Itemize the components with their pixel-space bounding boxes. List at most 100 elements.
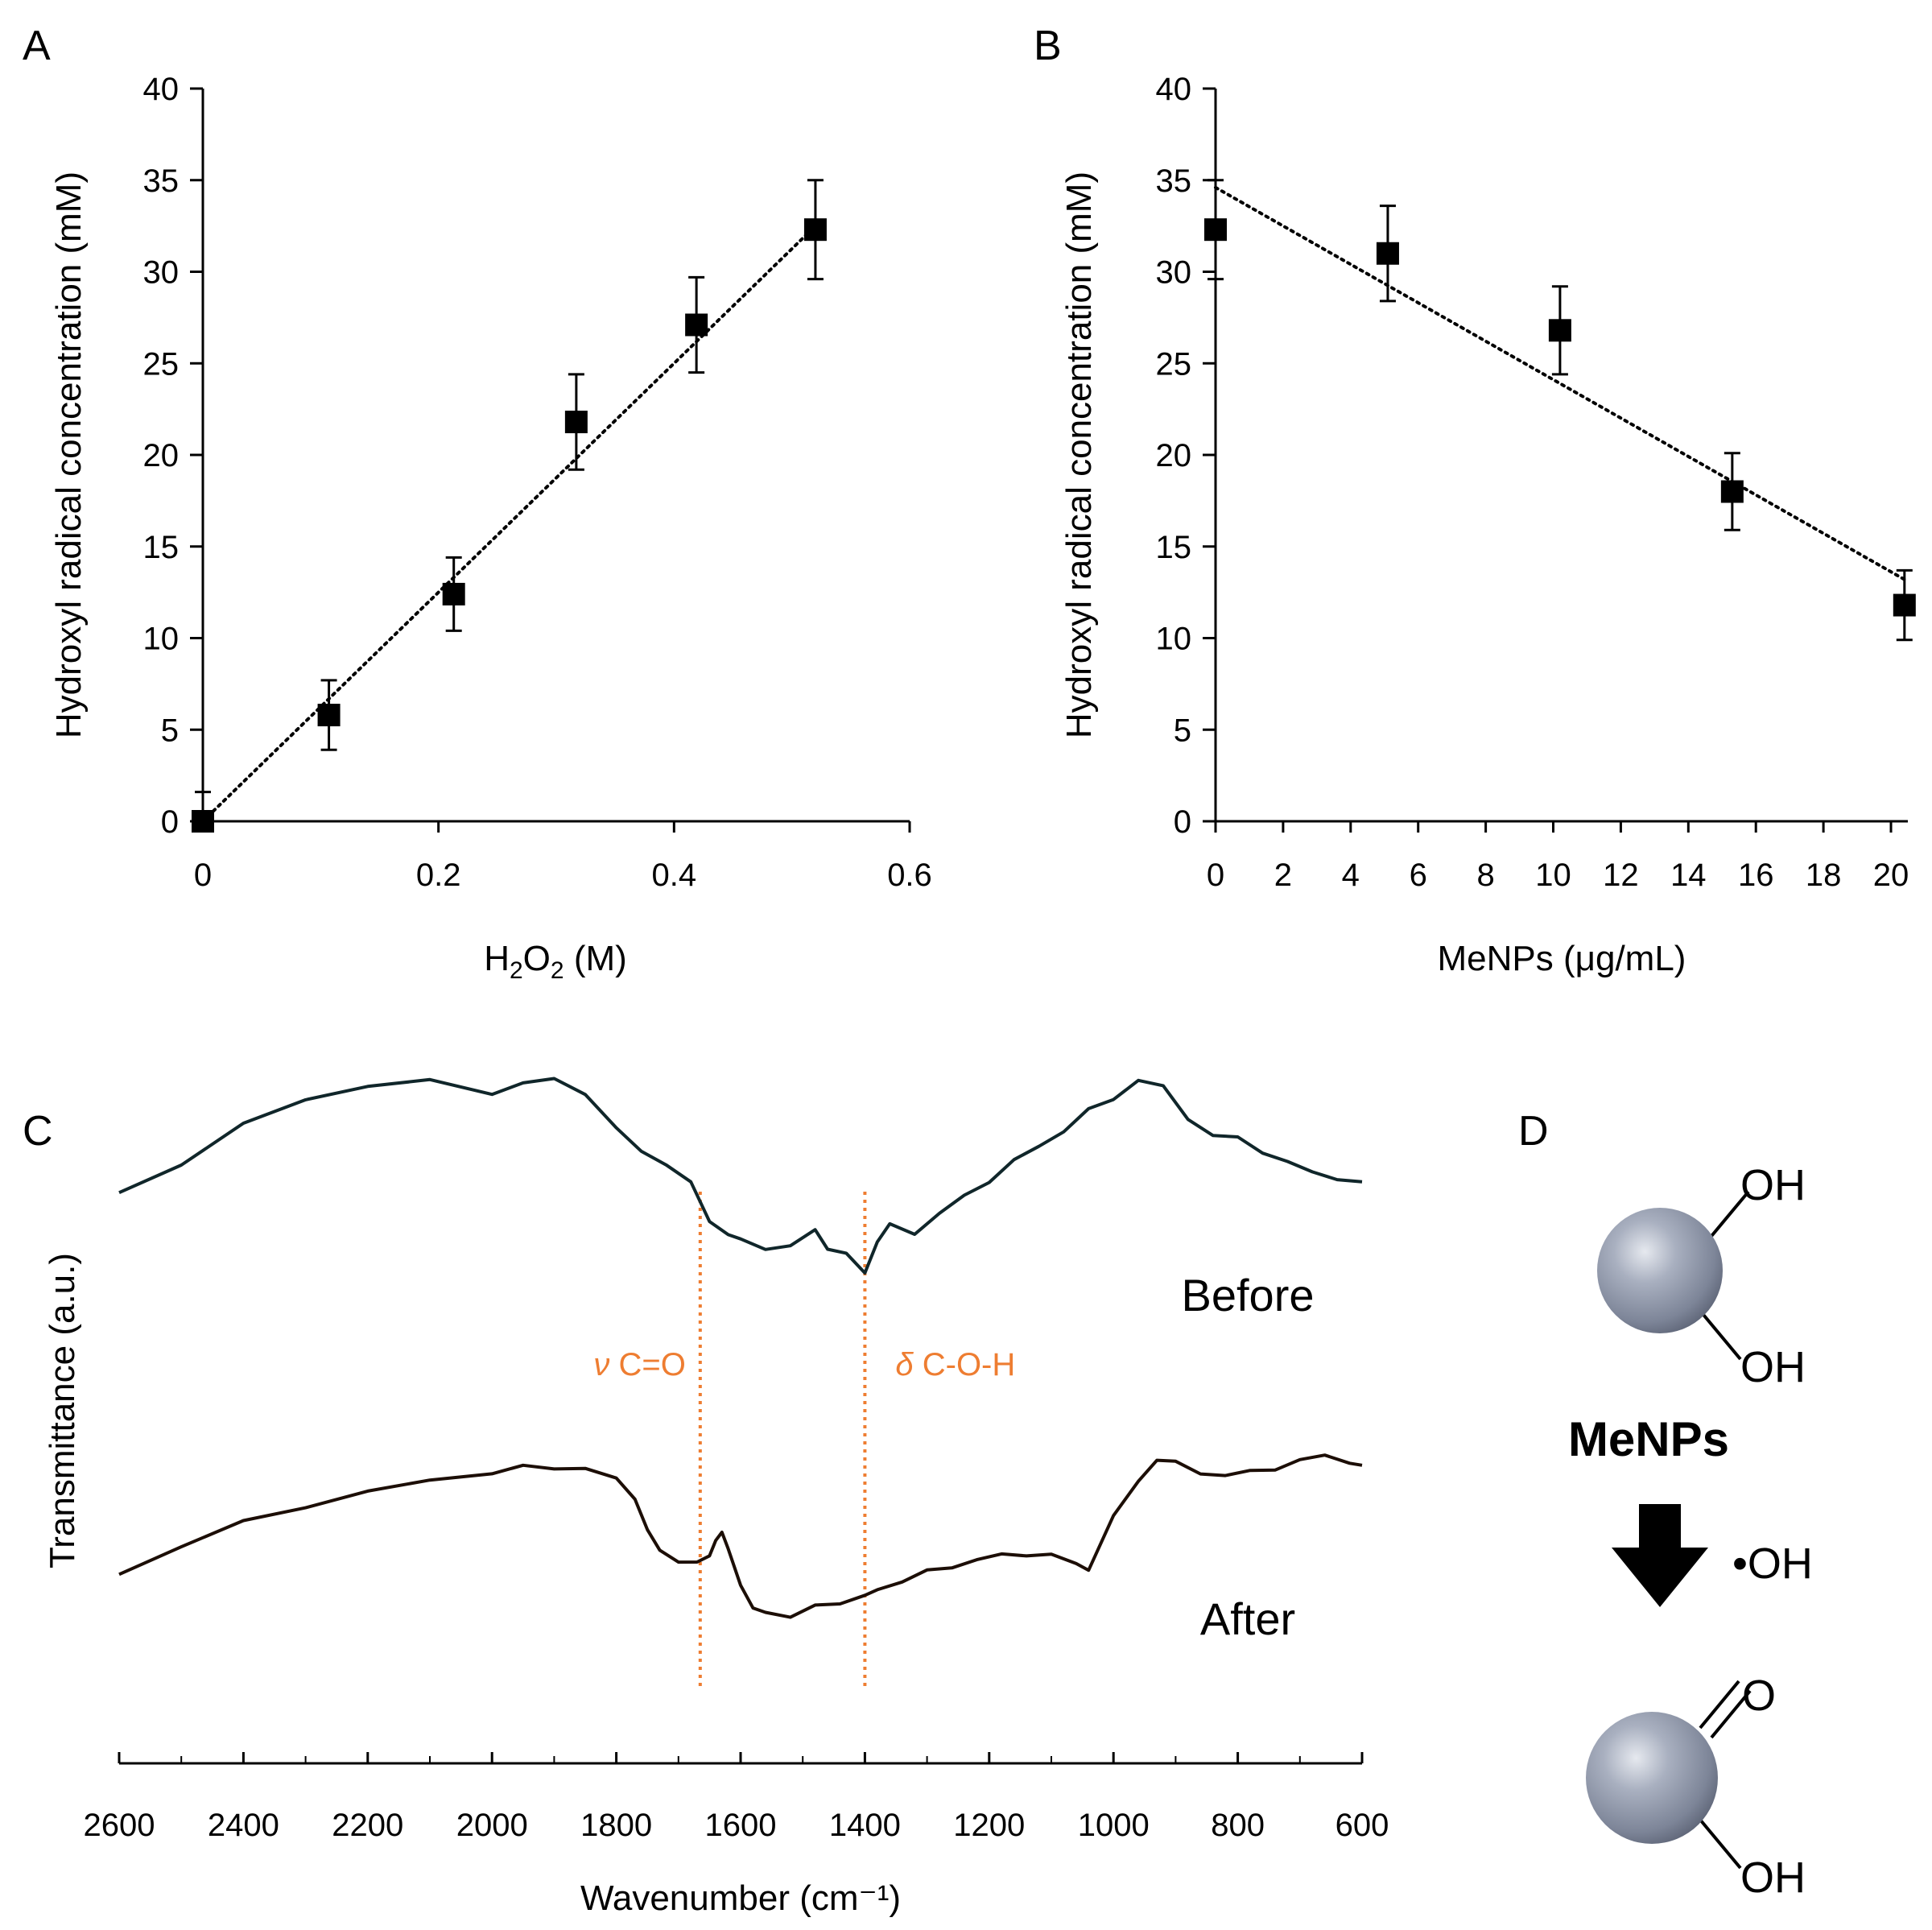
band-mode-symbol: ν: [593, 1347, 618, 1382]
panel-b-x-tick-label: 20: [1873, 858, 1909, 893]
panel-b-x-tick-label: 18: [1806, 858, 1842, 893]
panel-a-y-tick-label: 20: [143, 438, 180, 473]
panel-a-y-tick-label: 10: [143, 622, 180, 657]
hydroxyl-radical-label: •OH: [1732, 1539, 1813, 1588]
panel-c-x-tick-label: 1800: [580, 1808, 652, 1843]
panel-a-x-ticks: 0 0.2 0.4 0.6: [194, 821, 932, 893]
band-assignment: C=O: [618, 1347, 685, 1382]
panel-b-trendline: [1214, 185, 1906, 581]
panel-d-scheme: D OH OH MeNPs •OH O OH: [1518, 1108, 1813, 1902]
panel-c-x-tick-label: 600: [1335, 1808, 1389, 1843]
panel-c-ir-spectra: C 2600 2400 2200 2000 1800 1600 1400 1200 1000 80…: [23, 1077, 1389, 1918]
bond-line: [1699, 1309, 1742, 1361]
panel-b-y-tick-label: 35: [1156, 163, 1192, 199]
panel-a-data-point: [192, 810, 214, 833]
panel-a-x-tick-label: 0.2: [416, 858, 461, 893]
panel-b-y-tick-label: 10: [1156, 622, 1192, 657]
panel-b-data-point: [1204, 218, 1227, 242]
panel-a-data-point: [685, 313, 708, 337]
panel-b-x-ticks: 0 2 4 6 8 10 12 14 16 18 20: [1207, 821, 1909, 893]
panel-b-chart: B 0 5 10 15 20 25 30 35 40 0 2 4 6 8 10 12 14 16 18 20 Hyd…: [1034, 23, 1916, 978]
series-label-before: Before: [1182, 1270, 1315, 1320]
panel-c-x-tick-label: 1000: [1078, 1808, 1150, 1843]
panel-a-y-ticks: 0 5 10 15 20 25 30 35 40: [143, 72, 203, 840]
panel-a-y-tick-label: 35: [143, 163, 180, 199]
panel-a-y-tick-label: 5: [161, 713, 179, 748]
panel-c-y-axis-label: Transmittance (a.u.): [43, 1253, 82, 1568]
panel-a-x-tick-label: 0.6: [887, 858, 932, 893]
panel-b-y-tick-label: 5: [1174, 713, 1191, 748]
panel-b-y-tick-label: 0: [1174, 804, 1191, 840]
panel-b-x-tick-label: 14: [1670, 858, 1707, 893]
panel-letter-b: B: [1034, 23, 1062, 69]
bond-line: [1707, 1190, 1750, 1242]
panel-b-y-tick-label: 30: [1156, 255, 1192, 291]
panel-a-data-point: [317, 704, 341, 727]
panel-c-x-tick-label: 2400: [208, 1808, 279, 1843]
panel-b-trendline-path: [1214, 185, 1906, 581]
series-label-after: After: [1200, 1593, 1295, 1644]
bond-line: [1699, 1818, 1742, 1870]
panel-b-data-points: [1204, 179, 1916, 642]
panel-b-x-tick-label: 10: [1535, 858, 1571, 893]
panel-a-trendline-path: [201, 224, 817, 823]
panel-b-x-tick-label: 8: [1476, 858, 1494, 893]
panel-b-x-tick-label: 2: [1274, 858, 1292, 893]
hydroxyl-group-label: OH: [1740, 1343, 1806, 1391]
panel-c-band-markers: ν C=O δ C-O-H: [593, 1192, 1015, 1691]
band-assignment: C-O-H: [923, 1347, 1016, 1382]
panel-b-y-tick-label: 25: [1156, 346, 1192, 382]
spectrum-line-after: [118, 1453, 1363, 1619]
panel-b-y-axis-label: Hydroxyl radical concentration (mM): [1059, 172, 1099, 738]
spectrum-line-before: [118, 1077, 1363, 1275]
panel-c-spectra: [118, 1077, 1363, 1619]
panel-a-chart: A 0 5 10 15 20 25 30 35 40 0 0.2 0.4 0.6 Hydroxyl r…: [23, 23, 932, 984]
panel-a-data-point: [442, 582, 465, 605]
panel-c-x-tick-label: 1600: [705, 1808, 777, 1843]
band-label: ν C=O: [593, 1347, 685, 1382]
reaction-arrow-icon: [1612, 1504, 1708, 1607]
panel-letter-d: D: [1518, 1108, 1549, 1155]
xlabel-part: O: [523, 939, 551, 978]
panel-c-x-tick-label: 2000: [456, 1808, 528, 1843]
panel-b-y-tick-label: 20: [1156, 438, 1192, 473]
panel-letter-a: A: [23, 23, 51, 69]
carbonyl-oxygen-label: O: [1742, 1672, 1776, 1720]
panel-a-y-tick-label: 40: [143, 72, 180, 107]
xlabel-subscript: 2: [510, 957, 523, 984]
panel-b-x-tick-label: 6: [1410, 858, 1427, 893]
nanoparticle-sphere: [1586, 1712, 1718, 1844]
panel-b-data-point: [1548, 319, 1571, 342]
panel-b-x-tick-label: 12: [1603, 858, 1639, 893]
panel-a-y-axis-label: Hydroxyl radical concentration (mM): [49, 172, 89, 738]
bond-line: [1710, 1689, 1752, 1739]
panel-a-data-point: [564, 411, 588, 434]
band-label: δ C-O-H: [895, 1347, 1015, 1382]
panel-letter-c: C: [23, 1108, 53, 1155]
panel-c-x-tick-label: 2200: [332, 1808, 403, 1843]
panel-b-x-tick-label: 0: [1207, 858, 1224, 893]
panel-b-x-tick-label: 4: [1342, 858, 1360, 893]
xlabel-part: H: [484, 939, 510, 978]
xlabel-part: (M): [564, 939, 627, 978]
panel-a-y-tick-label: 15: [143, 530, 180, 565]
xlabel-subscript: 2: [551, 957, 564, 984]
hydroxyl-group-label: OH: [1740, 1161, 1806, 1209]
nanoparticle-sphere: [1597, 1208, 1723, 1333]
panel-a-x-axis-label: H2O2 (M): [484, 939, 627, 984]
panel-c-x-axis-label: Wavenumber (cm⁻¹): [580, 1878, 901, 1918]
panel-b-y-tick-label: 40: [1156, 72, 1192, 107]
panel-a-data-points: [192, 179, 827, 833]
band-mode-symbol: δ: [895, 1347, 922, 1382]
menps-label: MeNPs: [1568, 1412, 1729, 1466]
panel-b-x-axis-label: MeNPs (μg/mL): [1438, 939, 1686, 978]
panel-c-x-tick-label: 800: [1211, 1808, 1265, 1843]
panel-c-x-ticks: 2600 2400 2200 2000 1800 1600 1400 1200 1000 800 6…: [84, 1752, 1389, 1843]
panel-a-data-point: [803, 218, 827, 242]
panel-a-y-tick-label: 0: [161, 804, 179, 840]
panel-b-data-point: [1720, 480, 1744, 503]
panel-b-x-tick-label: 16: [1738, 858, 1774, 893]
panel-b-y-ticks: 0 5 10 15 20 25 30 35 40: [1156, 72, 1216, 840]
panel-b-y-tick-label: 15: [1156, 530, 1192, 565]
